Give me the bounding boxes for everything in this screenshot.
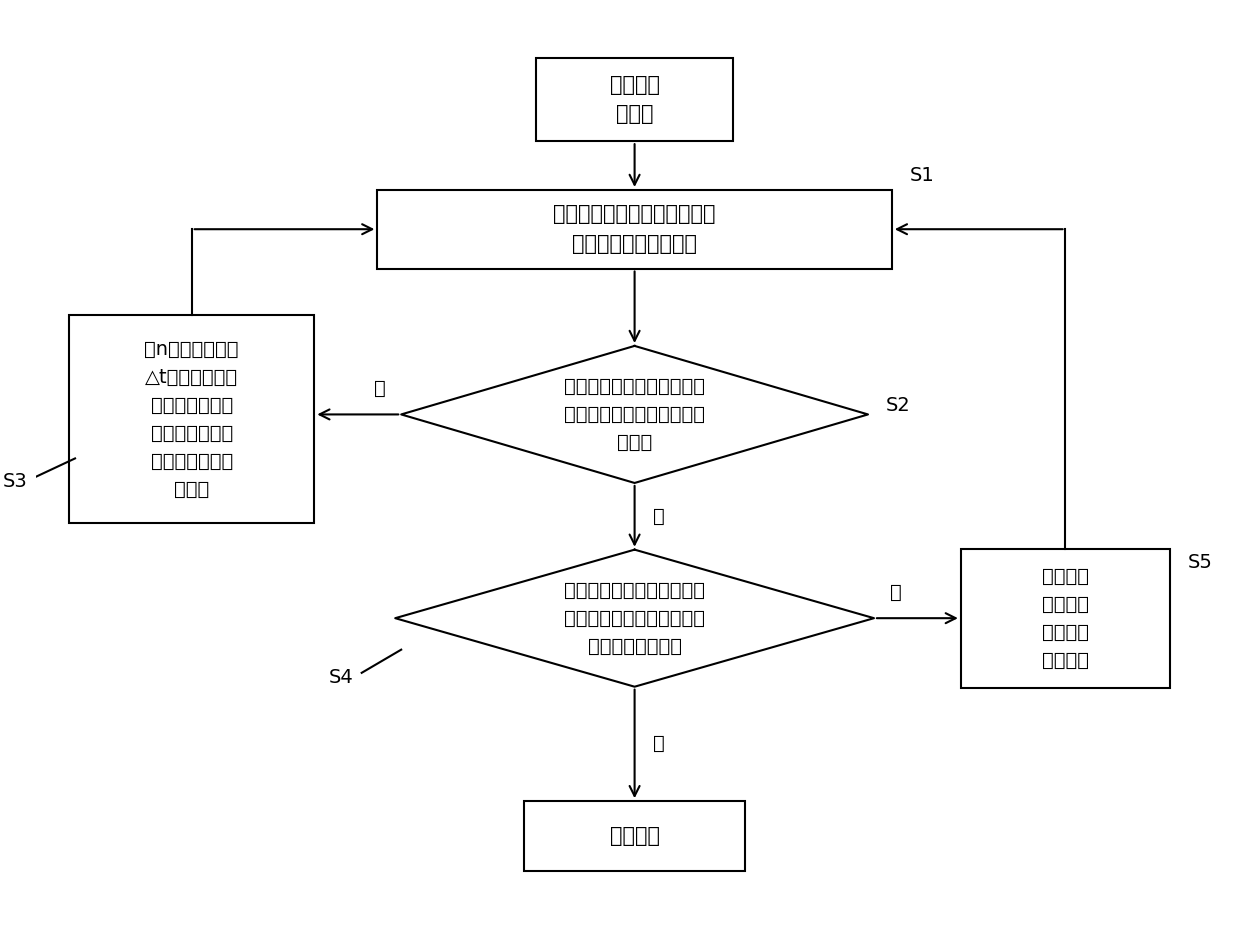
Text: 是: 是 [652, 507, 665, 525]
Text: 否: 否 [889, 583, 901, 602]
Bar [377, 190, 892, 269]
Polygon shape [396, 550, 874, 687]
Text: 在电子皮带秤运行的状态下，
计算其实际精确度误差: 在电子皮带秤运行的状态下， 计算其实际精确度误差 [553, 204, 715, 254]
Bar [523, 801, 745, 870]
Text: 是: 是 [652, 734, 665, 753]
Bar [69, 315, 315, 524]
Text: 取n个以单位时间
△t为间隔且依次
相邻的瞬时流量
计量的平均值为
调整后的瞬时流
量计量: 取n个以单位时间 △t为间隔且依次 相邻的瞬时流量 计量的平均值为 调整后的瞬时… [145, 339, 239, 498]
Bar [536, 58, 733, 141]
Text: S5: S5 [1188, 554, 1213, 572]
Bar [961, 549, 1171, 688]
Polygon shape [402, 346, 868, 483]
Text: S3: S3 [2, 472, 27, 491]
Text: 判断电子皮带秤的实际精确
度误差是否不大于精确度误
差阀值: 判断电子皮带秤的实际精确 度误差是否不大于精确度误 差阀值 [564, 377, 706, 452]
Text: 开启电子
皮带称: 开启电子 皮带称 [610, 75, 660, 124]
Text: 计算电子皮带秤的实际准确
度误差，并判断其是否不大
于准确度误差阀值: 计算电子皮带秤的实际准确 度误差，并判断其是否不大 于准确度误差阀值 [564, 581, 706, 656]
Text: 修改零点
间隔值，
并重启电
子皮带秤: 修改零点 间隔值， 并重启电 子皮带秤 [1042, 567, 1089, 669]
Text: 标定结束: 标定结束 [610, 826, 660, 846]
Text: 否: 否 [373, 379, 386, 398]
Text: S4: S4 [329, 668, 353, 687]
Text: S2: S2 [885, 396, 910, 415]
Text: S1: S1 [910, 166, 935, 185]
